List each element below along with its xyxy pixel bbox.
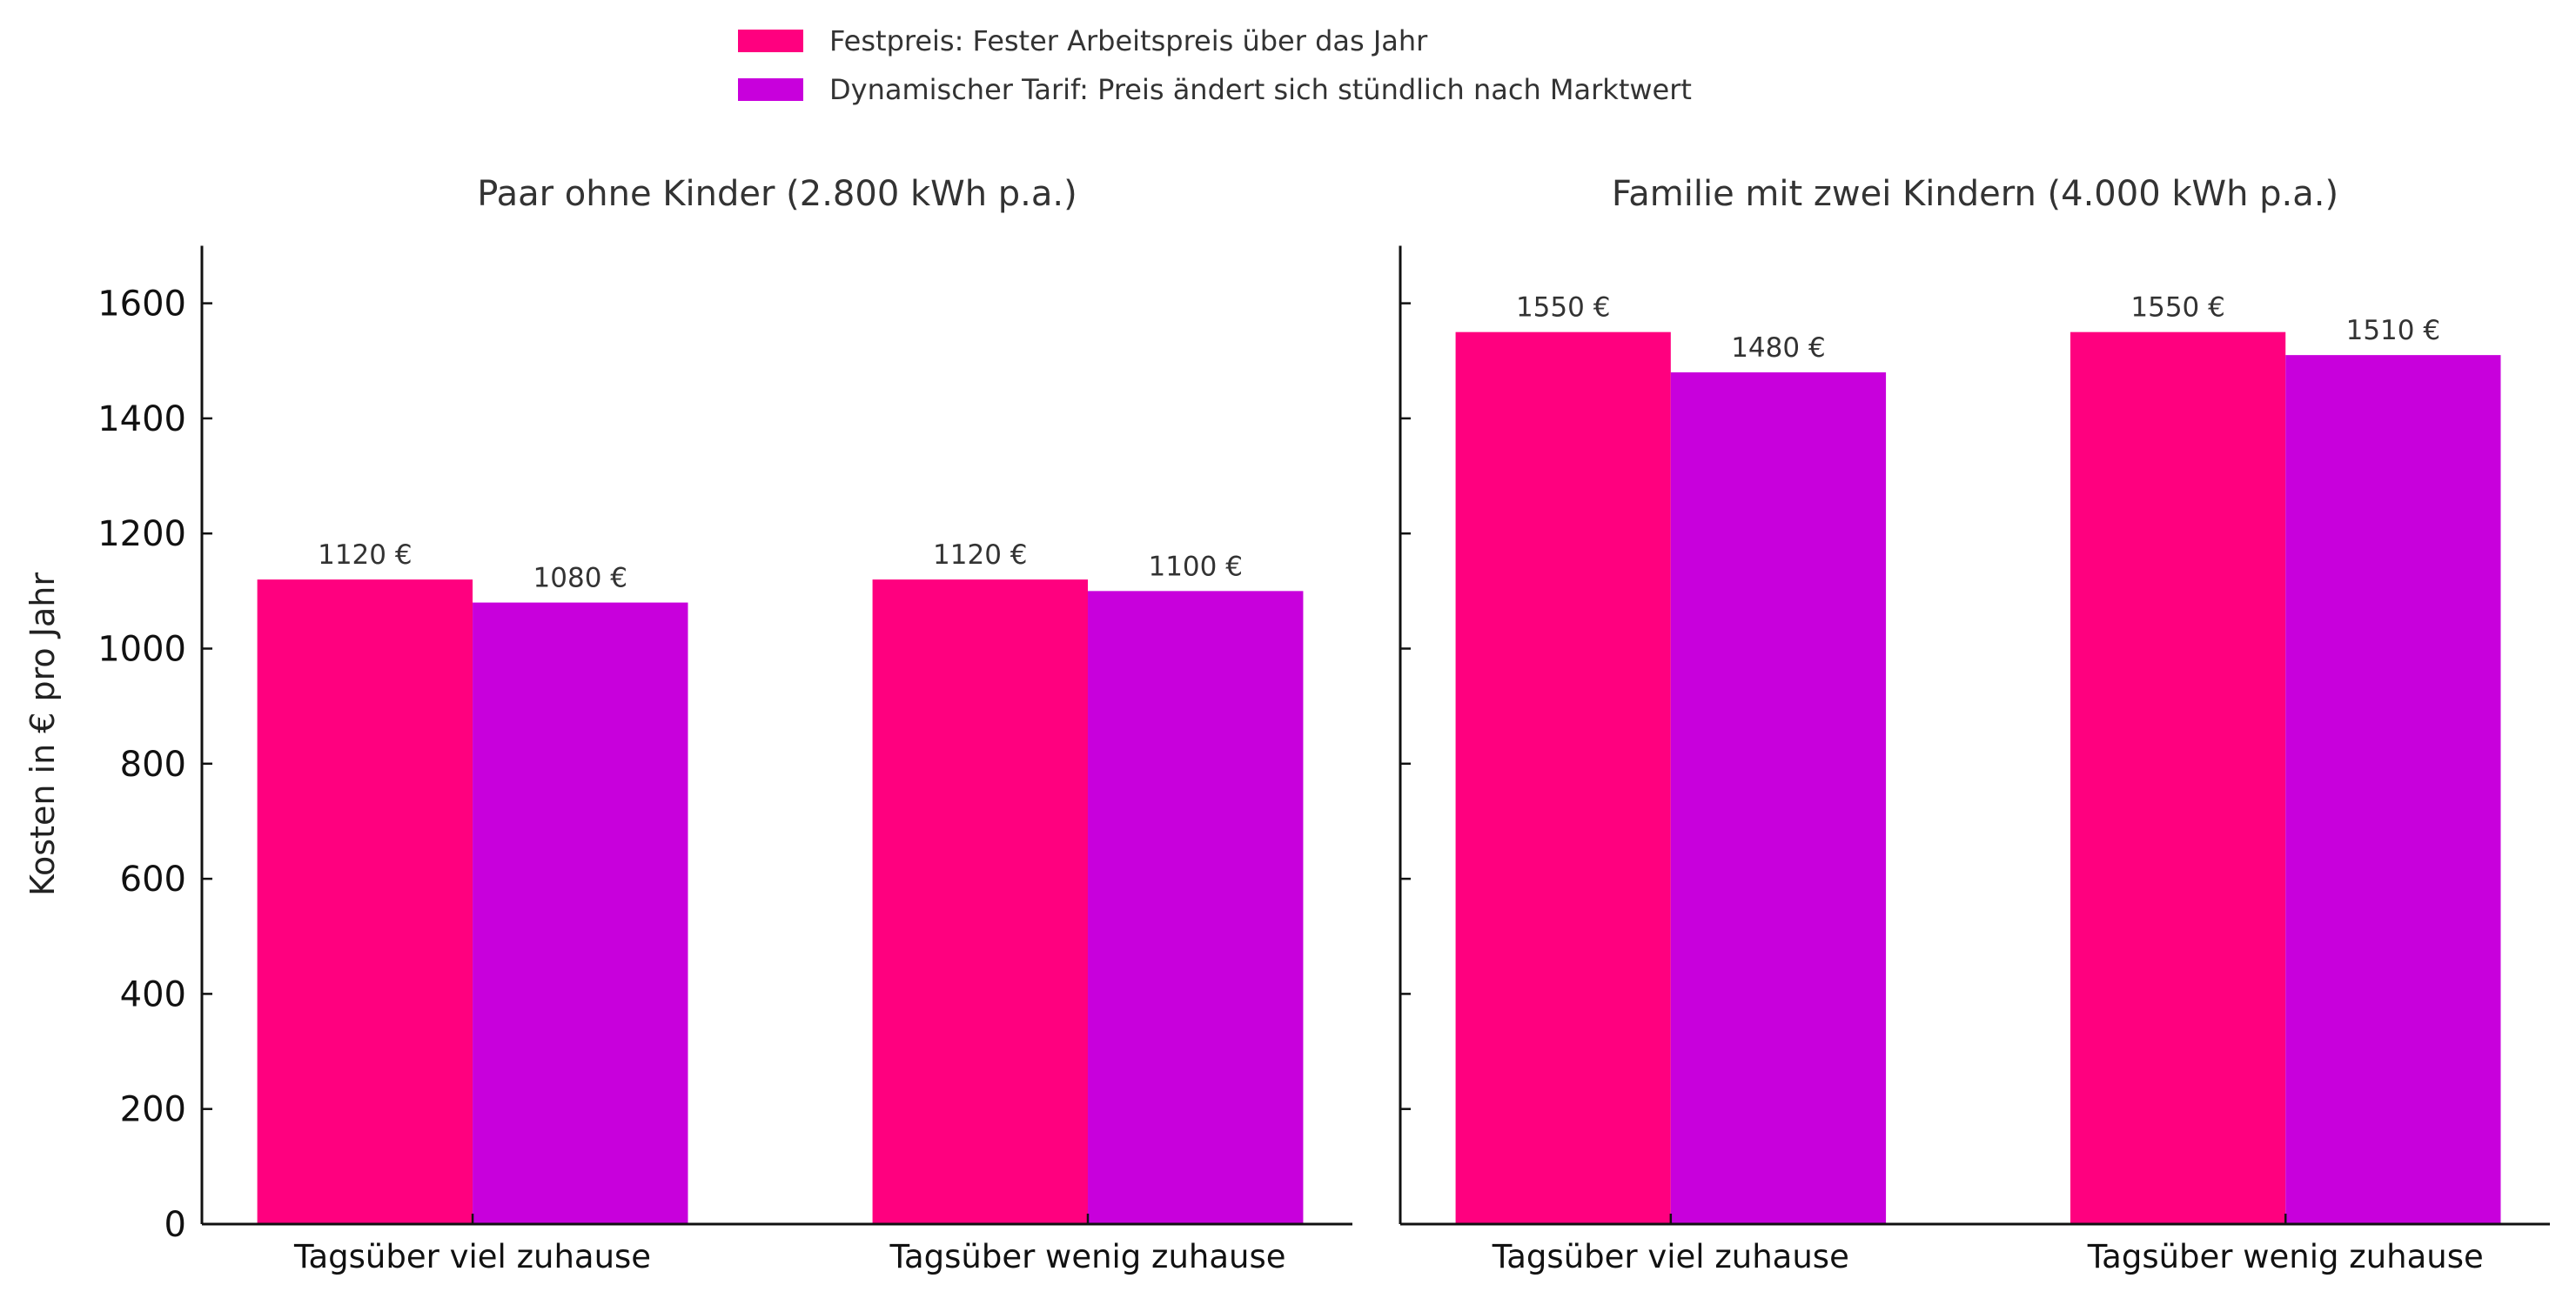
y-tick-label: 0 [164, 1205, 186, 1245]
bar-value-label: 1550 € [1516, 292, 1610, 324]
y-axis-label: Kosten in € pro Jahr [23, 572, 62, 896]
panel-title: Familie mit zwei Kindern (4.000 kWh p.a.… [1612, 174, 2338, 214]
x-tick-label: Tagsüber wenig zuhause [889, 1238, 1285, 1275]
y-tick-label: 400 [120, 974, 186, 1014]
panels: Paar ohne Kinder (2.800 kWh p.a.) 1120 € 1… [97, 174, 2550, 1275]
bar-value-label: 1080 € [533, 563, 627, 594]
bar-value-label: 1120 € [933, 539, 1027, 571]
legend-label-1: Dynamischer Tarif: Preis ändert sich stü… [829, 73, 1692, 106]
y-tick-label: 1200 [97, 514, 186, 554]
bar-value-label: 1550 € [2130, 292, 2224, 324]
bar-festpreis [872, 579, 1089, 1224]
bar-festpreis [257, 579, 473, 1224]
legend: Festpreis: Fester Arbeitspreis über das … [738, 24, 1692, 106]
x-tick-label: Tagsüber viel zuhause [293, 1238, 651, 1275]
bar-value-label: 1510 € [2346, 315, 2440, 346]
panel-0: Paar ohne Kinder (2.800 kWh p.a.) 1120 € 1… [97, 174, 1352, 1275]
y-tick-label: 800 [120, 745, 186, 785]
legend-swatch-0 [738, 30, 803, 52]
y-tick-label: 1600 [97, 284, 186, 325]
bar-dynamischer-tarif [473, 602, 688, 1224]
bar-value-label: 1100 € [1148, 551, 1242, 582]
y-tick-label: 600 [120, 860, 186, 900]
bar-dynamischer-tarif [1088, 591, 1304, 1224]
bar-value-label: 1120 € [318, 539, 412, 571]
x-tick-label: Tagsüber wenig zuhause [2087, 1238, 2484, 1275]
bar-festpreis [2070, 331, 2286, 1224]
y-tick-label: 1000 [97, 630, 186, 670]
bar-festpreis [1455, 331, 1671, 1224]
y-tick-label: 200 [120, 1090, 186, 1130]
bar-dynamischer-tarif [2285, 355, 2501, 1224]
x-tick-label: Tagsüber viel zuhause [1492, 1238, 1849, 1275]
panel-title: Paar ohne Kinder (2.800 kWh p.a.) [477, 174, 1077, 214]
y-tick-label: 1400 [97, 399, 186, 439]
legend-label-0: Festpreis: Fester Arbeitspreis über das … [829, 24, 1428, 57]
bar-dynamischer-tarif [1670, 371, 1887, 1225]
bar-value-label: 1480 € [1731, 332, 1825, 364]
legend-swatch-1 [738, 78, 803, 101]
panel-1: Familie mit zwei Kindern (4.000 kWh p.a.… [1399, 174, 2550, 1275]
